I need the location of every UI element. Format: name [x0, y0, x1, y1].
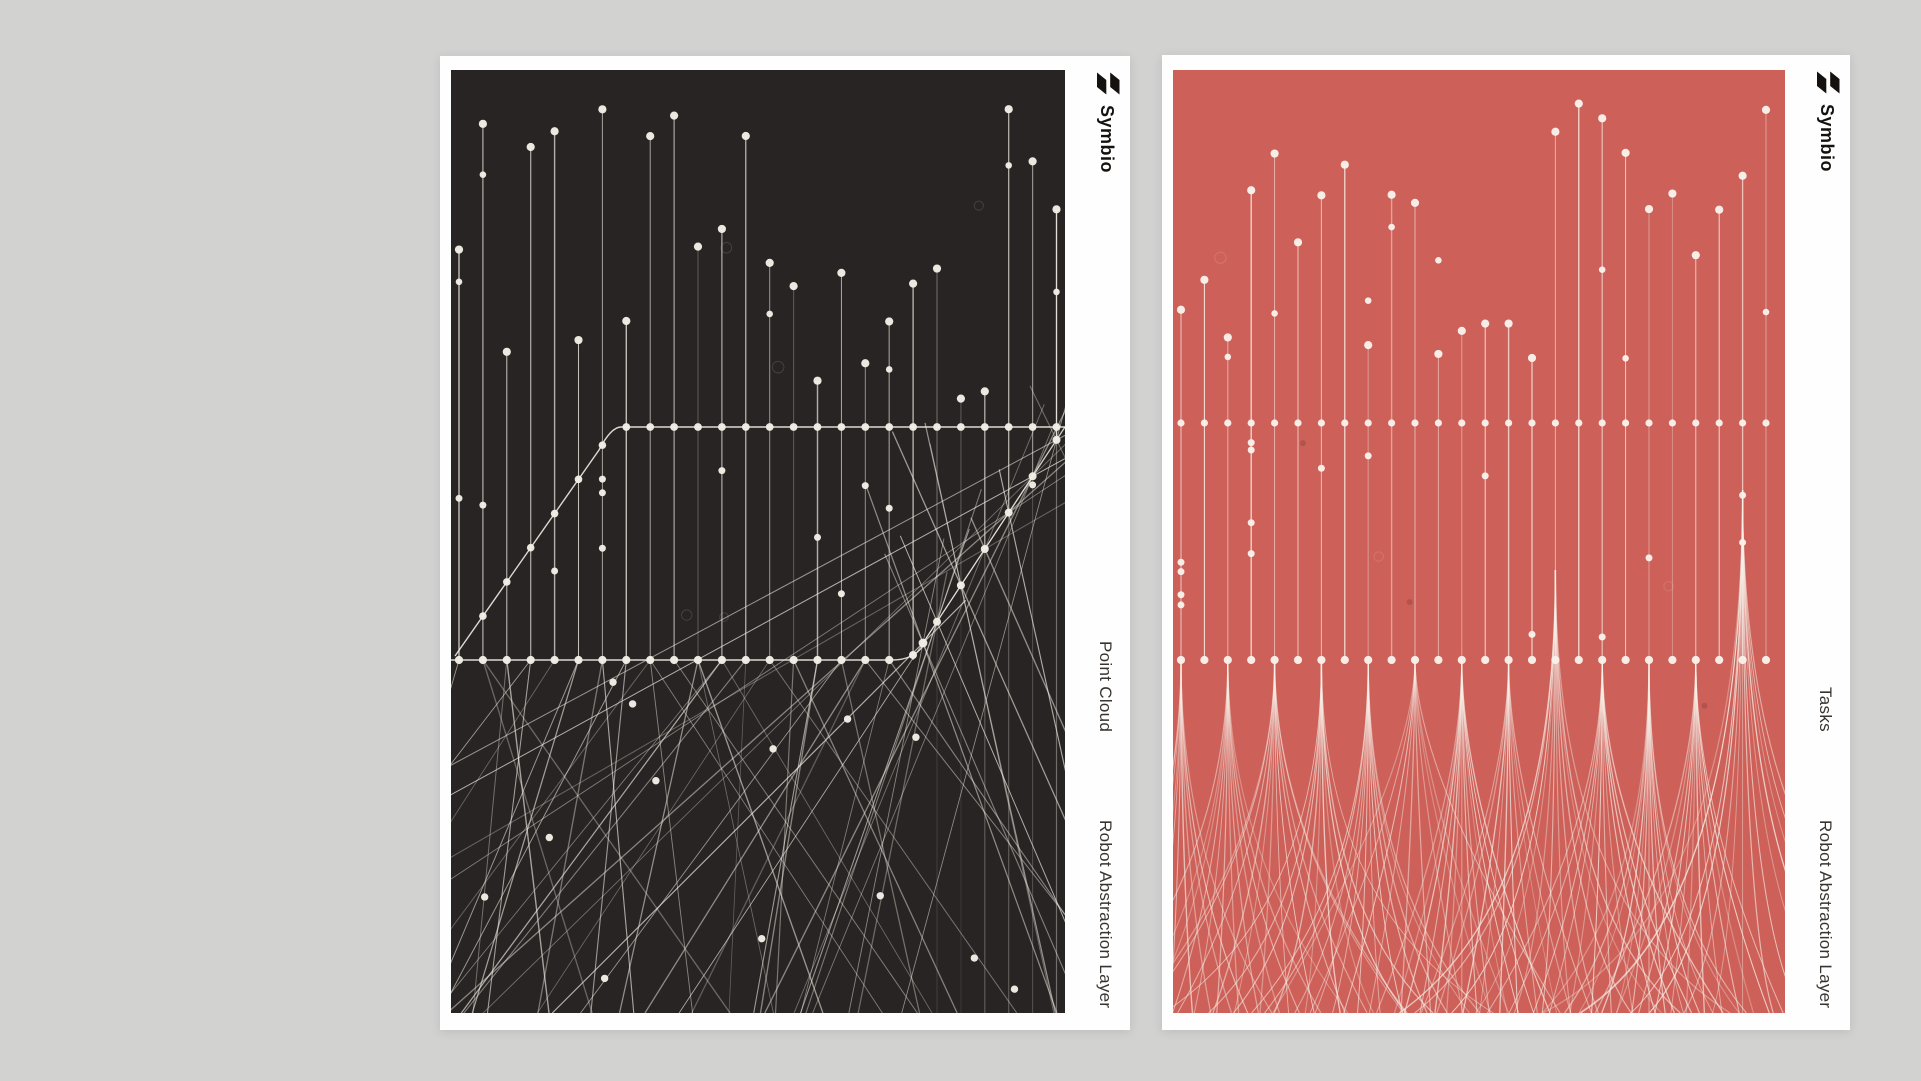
poster-footer-label: Robot Abstraction Layer [1096, 819, 1115, 1008]
point-cloud-artwork [451, 70, 1065, 1013]
symbio-logo-icon [1097, 72, 1120, 95]
brand-wordmark: Symbio [1817, 104, 1837, 173]
poster-footer-label: Robot Abstraction Layer [1816, 819, 1835, 1008]
brand-wordmark: Symbio [1097, 105, 1117, 174]
poster-point-cloud: Symbio Point Cloud Robot Abstraction Lay… [440, 56, 1130, 1030]
tasks-artwork [1173, 70, 1785, 1013]
symbio-logo-icon [1817, 71, 1840, 94]
poster-category-label: Point Cloud [1096, 640, 1115, 732]
poster-tasks: Symbio Tasks Robot Abstraction Layer [1162, 55, 1850, 1030]
poster-category-label: Tasks [1816, 687, 1835, 732]
